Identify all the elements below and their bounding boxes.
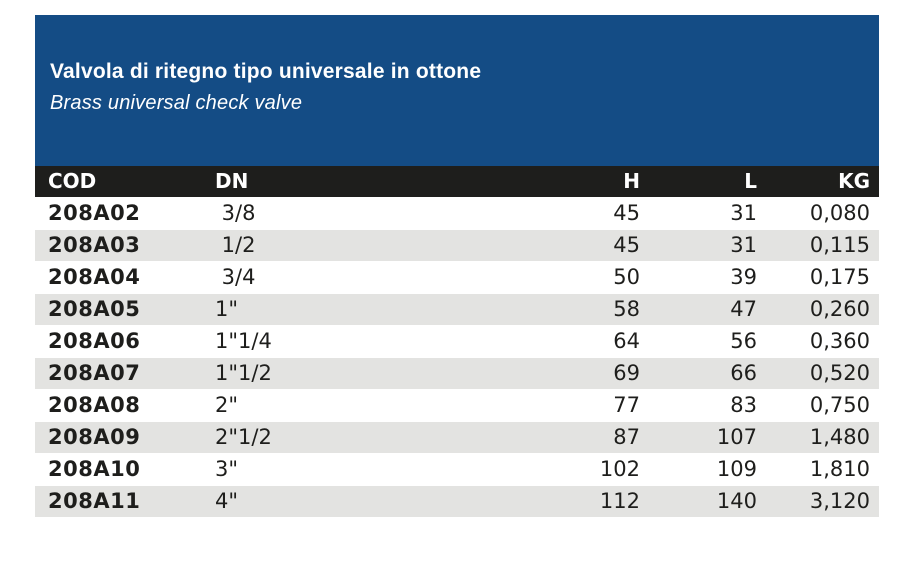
table-row: 208A05 1" 58 47 0,260 bbox=[35, 292, 879, 326]
dn-cell: 2" bbox=[215, 388, 450, 422]
table-row: 208A11 4" 112 140 3,120 bbox=[35, 484, 879, 518]
h-cell: 58 bbox=[450, 292, 640, 326]
column-header-h: H bbox=[623, 169, 640, 194]
table-row: 208A09 2"1/2 87 107 1,480 bbox=[35, 420, 879, 454]
dn-cell: 3/8 bbox=[215, 196, 450, 230]
kg-cell: 1,810 bbox=[757, 452, 879, 486]
product-table: COD DN H L KG 208A02 3/8 45 31 0,080 208… bbox=[35, 166, 879, 518]
kg-cell: 0,080 bbox=[757, 196, 879, 230]
dn-cell: 1"1/4 bbox=[215, 324, 450, 358]
l-cell: 140 bbox=[640, 484, 757, 518]
table-header-row: COD DN H L KG bbox=[35, 166, 879, 197]
h-cell: 50 bbox=[450, 260, 640, 294]
title-banner: Valvola di ritegno tipo universale in ot… bbox=[35, 15, 879, 166]
table-row: 208A03 1/2 45 31 0,115 bbox=[35, 228, 879, 262]
page-title: Valvola di ritegno tipo universale in ot… bbox=[50, 60, 482, 83]
dn-cell: 3/4 bbox=[215, 260, 450, 294]
kg-cell: 1,480 bbox=[757, 420, 879, 454]
h-cell: 77 bbox=[450, 388, 640, 422]
dn-cell: 1"1/2 bbox=[215, 356, 450, 390]
l-cell: 31 bbox=[640, 196, 757, 230]
kg-cell: 3,120 bbox=[757, 484, 879, 518]
h-cell: 87 bbox=[450, 420, 640, 454]
cod-cell: 208A09 bbox=[35, 420, 215, 454]
cod-cell: 208A08 bbox=[35, 388, 215, 422]
column-header-cod: COD bbox=[48, 169, 97, 194]
h-cell: 112 bbox=[450, 484, 640, 518]
kg-cell: 0,260 bbox=[757, 292, 879, 326]
l-cell: 47 bbox=[640, 292, 757, 326]
table-row: 208A06 1"1/4 64 56 0,360 bbox=[35, 324, 879, 358]
l-cell: 83 bbox=[640, 388, 757, 422]
l-cell: 107 bbox=[640, 420, 757, 454]
page-subtitle: Brass universal check valve bbox=[50, 92, 303, 115]
dn-cell: 3" bbox=[215, 452, 450, 486]
table-row: 208A04 3/4 50 39 0,175 bbox=[35, 260, 879, 294]
cod-cell: 208A05 bbox=[35, 292, 215, 326]
column-header-kg: KG bbox=[838, 169, 870, 194]
kg-cell: 0,115 bbox=[757, 228, 879, 262]
kg-cell: 0,520 bbox=[757, 356, 879, 390]
h-cell: 64 bbox=[450, 324, 640, 358]
table-row: 208A08 2" 77 83 0,750 bbox=[35, 388, 879, 422]
l-cell: 56 bbox=[640, 324, 757, 358]
dn-cell: 2"1/2 bbox=[215, 420, 450, 454]
cod-cell: 208A03 bbox=[35, 228, 215, 262]
cod-cell: 208A06 bbox=[35, 324, 215, 358]
kg-cell: 0,360 bbox=[757, 324, 879, 358]
dn-cell: 4" bbox=[215, 484, 450, 518]
cod-cell: 208A11 bbox=[35, 484, 215, 518]
table-row: 208A10 3" 102 109 1,810 bbox=[35, 452, 879, 486]
dn-cell: 1" bbox=[215, 292, 450, 326]
kg-cell: 0,750 bbox=[757, 388, 879, 422]
h-cell: 69 bbox=[450, 356, 640, 390]
h-cell: 45 bbox=[450, 196, 640, 230]
h-cell: 45 bbox=[450, 228, 640, 262]
l-cell: 31 bbox=[640, 228, 757, 262]
table-row: 208A07 1"1/2 69 66 0,520 bbox=[35, 356, 879, 390]
cod-cell: 208A04 bbox=[35, 260, 215, 294]
cod-cell: 208A02 bbox=[35, 196, 215, 230]
kg-cell: 0,175 bbox=[757, 260, 879, 294]
datasheet: Valvola di ritegno tipo universale in ot… bbox=[35, 15, 879, 518]
column-header-l: L bbox=[744, 169, 757, 194]
table-body: 208A02 3/8 45 31 0,080 208A03 1/2 45 31 … bbox=[35, 196, 879, 518]
table-row: 208A02 3/8 45 31 0,080 bbox=[35, 196, 879, 230]
cod-cell: 208A10 bbox=[35, 452, 215, 486]
cod-cell: 208A07 bbox=[35, 356, 215, 390]
l-cell: 39 bbox=[640, 260, 757, 294]
column-header-dn: DN bbox=[215, 169, 249, 194]
l-cell: 109 bbox=[640, 452, 757, 486]
dn-cell: 1/2 bbox=[215, 228, 450, 262]
l-cell: 66 bbox=[640, 356, 757, 390]
h-cell: 102 bbox=[450, 452, 640, 486]
table-header: COD DN H L KG bbox=[35, 166, 879, 197]
